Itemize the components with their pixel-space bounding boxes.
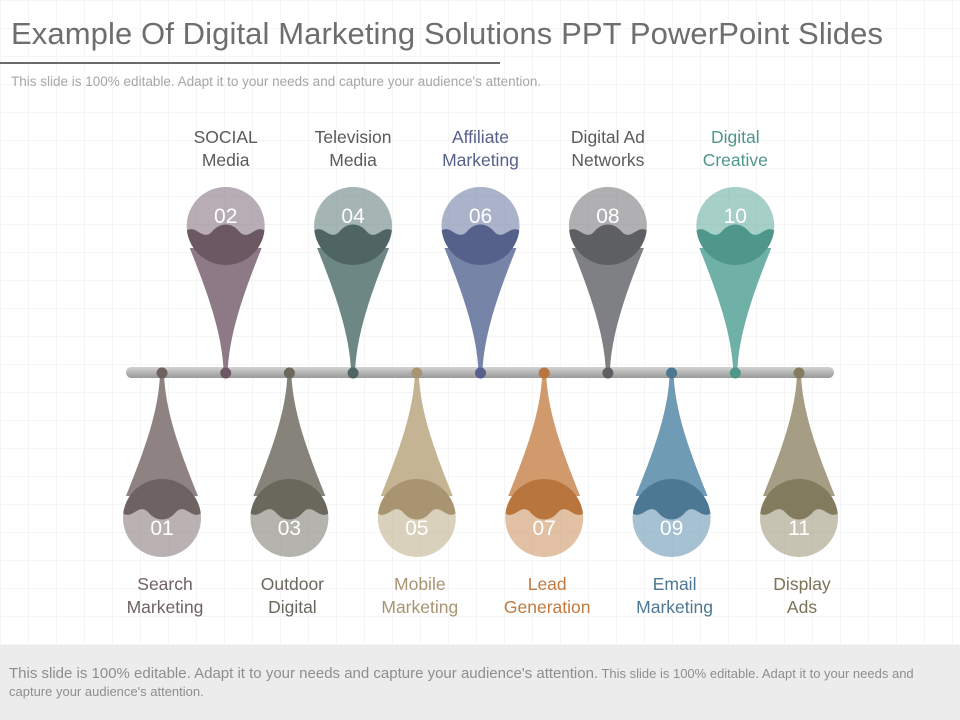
label-11: Display Ads <box>732 573 872 619</box>
label-line-1: Digital <box>710 127 760 147</box>
pin-tail <box>763 373 835 496</box>
label-line-1: Outdoor <box>260 574 324 594</box>
pin-wave-band <box>377 479 456 520</box>
pin-01: 01 <box>123 367 201 557</box>
timeline-node <box>220 367 232 379</box>
pin-tail <box>444 248 517 373</box>
timeline-diagram: 01 02 03 04 05 06 07 08 09 10 11 <box>123 187 838 557</box>
pin-tail <box>189 248 262 373</box>
pin-09: 09 <box>632 367 711 557</box>
timeline-node <box>347 367 359 379</box>
pin-number: 09 <box>660 517 683 540</box>
pin-wave-band <box>505 479 584 520</box>
pin-wave-band <box>760 479 838 520</box>
label-line-1: Email <box>652 574 697 594</box>
label-line-1: Display <box>773 574 831 594</box>
label-06: Affiliate Marketing <box>411 126 551 172</box>
pin-07: 07 <box>505 367 584 557</box>
label-03: Outdoor Digital <box>222 573 362 619</box>
pin-number: 07 <box>533 517 556 540</box>
pin-tail <box>571 248 644 373</box>
pin-03: 03 <box>250 367 329 557</box>
pin-wave-band <box>568 224 647 265</box>
pin-number: 02 <box>214 205 237 228</box>
label-line-2: Creative <box>702 150 768 170</box>
footer-text-small: This slide is 100% editable. Adapt it to… <box>9 666 914 699</box>
pin-wave-band <box>250 479 329 520</box>
timeline-node <box>602 367 614 379</box>
label-line-1: Television <box>314 127 392 147</box>
pin-08: 08 <box>568 187 647 379</box>
label-line-1: Search <box>137 574 193 594</box>
pin-tail <box>317 248 390 373</box>
pin-number: 06 <box>469 205 492 228</box>
label-line-2: Generation <box>503 597 591 617</box>
pin-10: 10 <box>696 187 775 379</box>
pin-tail <box>253 373 326 496</box>
label-01: Search Marketing <box>95 573 235 619</box>
label-line-2: Marketing <box>126 597 204 617</box>
label-line-2: Ads <box>786 597 818 617</box>
footer-text-large: This slide is 100% editable. Adapt it to… <box>9 665 599 682</box>
pin-wave-band <box>123 479 201 520</box>
title-underline <box>0 62 500 64</box>
pin-wave-band <box>632 479 711 520</box>
label-10: Digital Creative <box>665 126 805 172</box>
label-line-2: Marketing <box>442 150 519 170</box>
label-line-2: Media <box>201 150 250 170</box>
label-line-1: SOCIAL <box>193 127 258 147</box>
label-line-1: Digital Ad <box>570 127 645 147</box>
timeline-node <box>538 367 550 379</box>
label-02: SOCIAL Media <box>156 126 296 172</box>
pin-number: 05 <box>405 517 428 540</box>
pin-02: 02 <box>186 187 265 379</box>
pin-number: 10 <box>724 205 747 228</box>
timeline-node <box>411 367 423 379</box>
slide-subtitle: This slide is 100% editable. Adapt it to… <box>11 74 542 89</box>
label-line-2: Media <box>329 150 377 170</box>
slide-title: Example Of Digital Marketing Solutions P… <box>11 16 884 51</box>
footer-text: This slide is 100% editable. Adapt it to… <box>9 665 939 701</box>
pin-number: 08 <box>596 205 619 228</box>
footer: This slide is 100% editable. Adapt it to… <box>0 645 960 720</box>
label-line-2: Networks <box>571 150 645 170</box>
pin-04: 04 <box>314 187 393 379</box>
pin-number: 03 <box>278 517 301 540</box>
pin-number: 01 <box>150 517 173 540</box>
label-05: Mobile Marketing <box>350 573 490 619</box>
pin-wave-band <box>186 224 265 265</box>
timeline-node <box>793 367 805 379</box>
label-line-1: Mobile <box>394 574 446 594</box>
pin-11: 11 <box>760 367 838 557</box>
pin-tail <box>699 248 772 373</box>
pin-number: 04 <box>341 205 365 228</box>
timeline-node <box>666 367 678 379</box>
timeline-node <box>283 367 295 379</box>
pin-05: 05 <box>377 367 456 557</box>
label-line-1: Affiliate <box>451 127 510 147</box>
timeline-node <box>729 367 741 379</box>
pin-tail <box>508 373 581 496</box>
label-09: Email Marketing <box>605 573 745 619</box>
pin-wave-band <box>696 224 775 265</box>
pin-wave-band <box>314 224 393 265</box>
timeline-node <box>475 367 486 379</box>
label-07: Lead Generation <box>477 573 617 619</box>
pin-number: 11 <box>788 517 810 540</box>
label-line-1: Lead <box>527 574 567 594</box>
pin-tail <box>126 373 198 496</box>
pin-tail <box>635 373 708 496</box>
label-08: Digital Ad Networks <box>538 126 678 172</box>
pin-06: 06 <box>441 187 520 379</box>
label-line-2: Marketing <box>381 597 459 617</box>
label-04: Television Media <box>283 126 423 172</box>
pin-wave-band <box>441 224 520 265</box>
timeline-node <box>156 367 168 379</box>
label-line-2: Digital <box>268 597 317 617</box>
pin-tail <box>380 373 453 496</box>
label-line-2: Marketing <box>636 597 714 617</box>
